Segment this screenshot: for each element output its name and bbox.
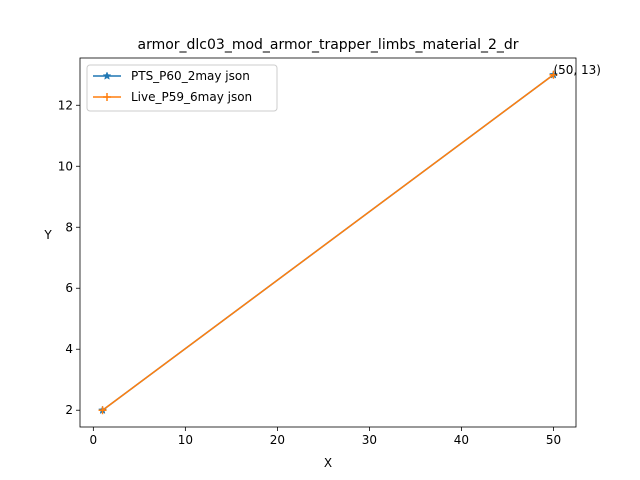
series-2-point-1 [98, 406, 107, 415]
y-tick-label-8: 8 [65, 220, 73, 234]
x-tick-label-40: 40 [454, 433, 469, 447]
x-tick-label-0: 0 [90, 433, 98, 447]
axes-frame [79, 57, 577, 428]
y-axis-label: Y [43, 228, 52, 242]
y-tick-label-2: 2 [65, 403, 73, 417]
series-line-2 [102, 74, 554, 411]
legend-marker-1 [102, 71, 112, 80]
legend-label-1: PTS_P60_2may json [131, 69, 250, 83]
x-axis-label: X [324, 456, 332, 470]
y-tick-label-12: 12 [58, 98, 73, 112]
y-tick-label-6: 6 [65, 281, 73, 295]
plot-layer: (50, 13) [98, 63, 601, 415]
x-tick-label-20: 20 [270, 433, 285, 447]
legend-marker-2 [103, 93, 111, 101]
annotation-1: (50, 13) [553, 63, 601, 77]
legend-box [86, 64, 278, 112]
y-tick-label-4: 4 [65, 342, 73, 356]
x-tick-label-30: 30 [362, 433, 377, 447]
legend-label-2: Live_P59_6may json [131, 90, 252, 104]
x-tick-label-10: 10 [178, 433, 193, 447]
legend: PTS_P60_2may json Live_P59_6may json [86, 64, 278, 112]
axes-layer: 0 10 20 30 40 50 2 4 6 8 10 12 [58, 57, 577, 447]
chart-title: armor_dlc03_mod_armor_trapper_limbs_mate… [137, 37, 518, 53]
x-tick-label-50: 50 [546, 433, 561, 447]
series-2-point-2 [549, 70, 558, 79]
y-tick-label-10: 10 [58, 159, 73, 173]
